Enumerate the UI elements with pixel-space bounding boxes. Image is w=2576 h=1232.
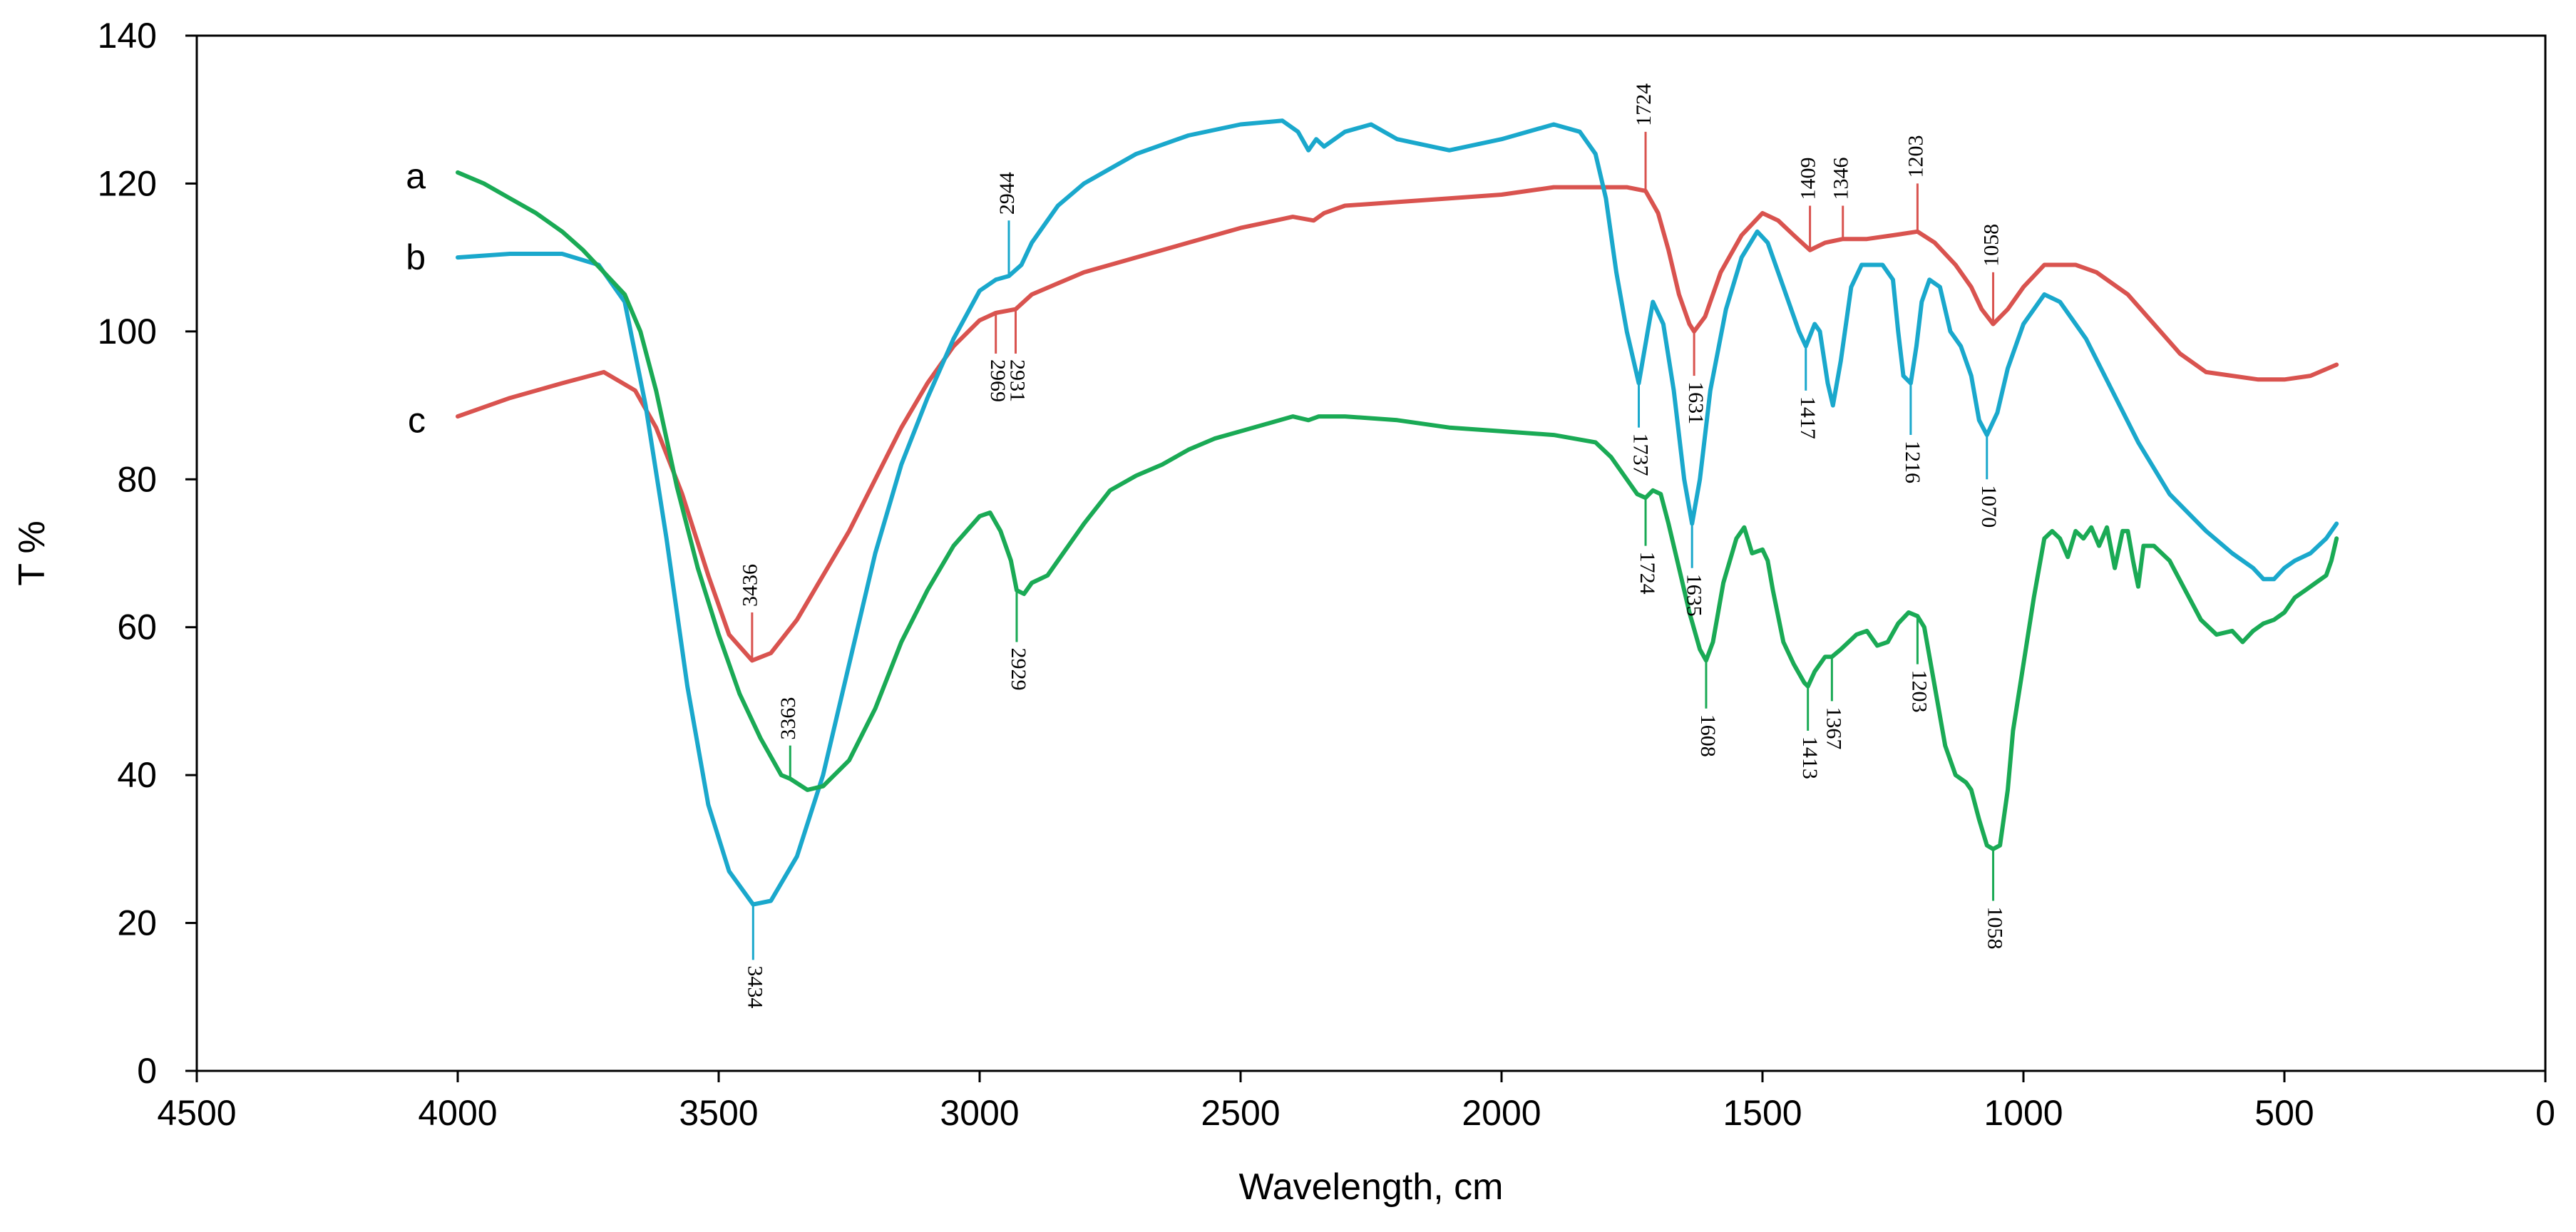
y-axis-title: T %: [11, 520, 53, 586]
series-a-label: a: [406, 156, 426, 196]
y-tick-label: 120: [98, 163, 157, 203]
series-b-label: b: [406, 237, 426, 277]
peak-label: 1737: [1629, 433, 1653, 476]
peak-label: 1409: [1797, 158, 1820, 200]
peak-label: 3436: [739, 564, 762, 607]
peak-label: 1367: [1822, 707, 1845, 749]
peak-label: 3434: [743, 965, 766, 1008]
series-b-line: [456, 118, 2339, 907]
peak-label: 1417: [1796, 396, 1820, 439]
peak-label: 2944: [995, 172, 1019, 215]
x-tick-label: 3500: [679, 1093, 758, 1133]
x-tick-label: 4000: [418, 1093, 497, 1133]
peak-label: 2969: [986, 359, 1010, 402]
spectrum-series: [456, 118, 2339, 907]
x-tick-label: 2500: [1201, 1093, 1280, 1133]
y-tick-label: 80: [117, 459, 157, 499]
x-tick-label: 0: [2535, 1093, 2555, 1133]
series-letter-labels: a b c: [406, 156, 426, 440]
peak-label: 1070: [1977, 485, 2001, 528]
x-axis-title: Wavelength, cm: [1239, 1166, 1504, 1208]
peak-label: 1203: [1904, 135, 1927, 178]
axes: 4500 4000 3500 3000 2500 2000 1500 1000 500 0 0 20 4…: [98, 16, 2555, 1133]
plot-frame: [195, 34, 2547, 1072]
peak-label: 1216: [1901, 441, 1924, 483]
y-tick-label: 40: [117, 755, 157, 795]
x-tick-label: 4500: [157, 1093, 236, 1133]
peak-label: 1346: [1830, 158, 1853, 200]
x-tick-label: 1500: [1723, 1093, 1802, 1133]
peak-label: 3363: [776, 697, 800, 740]
series-a-line: [456, 185, 2339, 663]
peak-label: 1608: [1696, 714, 1720, 757]
x-tick-label: 2000: [1462, 1093, 1541, 1133]
peak-label: 1724: [1636, 552, 1659, 595]
peak-label: 1635: [1682, 574, 1705, 617]
series-c-label: c: [408, 400, 426, 440]
y-tick-label: 60: [117, 607, 157, 647]
peak-label: 1631: [1684, 381, 1708, 424]
x-tick-label: 1000: [1984, 1093, 2063, 1133]
y-tick-label: 100: [98, 312, 157, 351]
peak-label: 1058: [1979, 224, 2003, 267]
peak-label: 2929: [1007, 647, 1030, 690]
peak-label: 1058: [1984, 906, 2007, 949]
peak-label: 1724: [1632, 83, 1656, 126]
y-tick-label: 0: [137, 1051, 157, 1091]
series-c-line: [456, 170, 2339, 851]
y-tick-label: 140: [98, 16, 157, 56]
peak-label: 1203: [1908, 670, 1931, 713]
peak-label: 1413: [1798, 736, 1822, 779]
x-tick-label: 500: [2254, 1093, 2314, 1133]
y-tick-label: 20: [117, 903, 157, 943]
x-tick-label: 3000: [940, 1093, 1019, 1133]
peak-label: 2931: [1006, 359, 1030, 402]
